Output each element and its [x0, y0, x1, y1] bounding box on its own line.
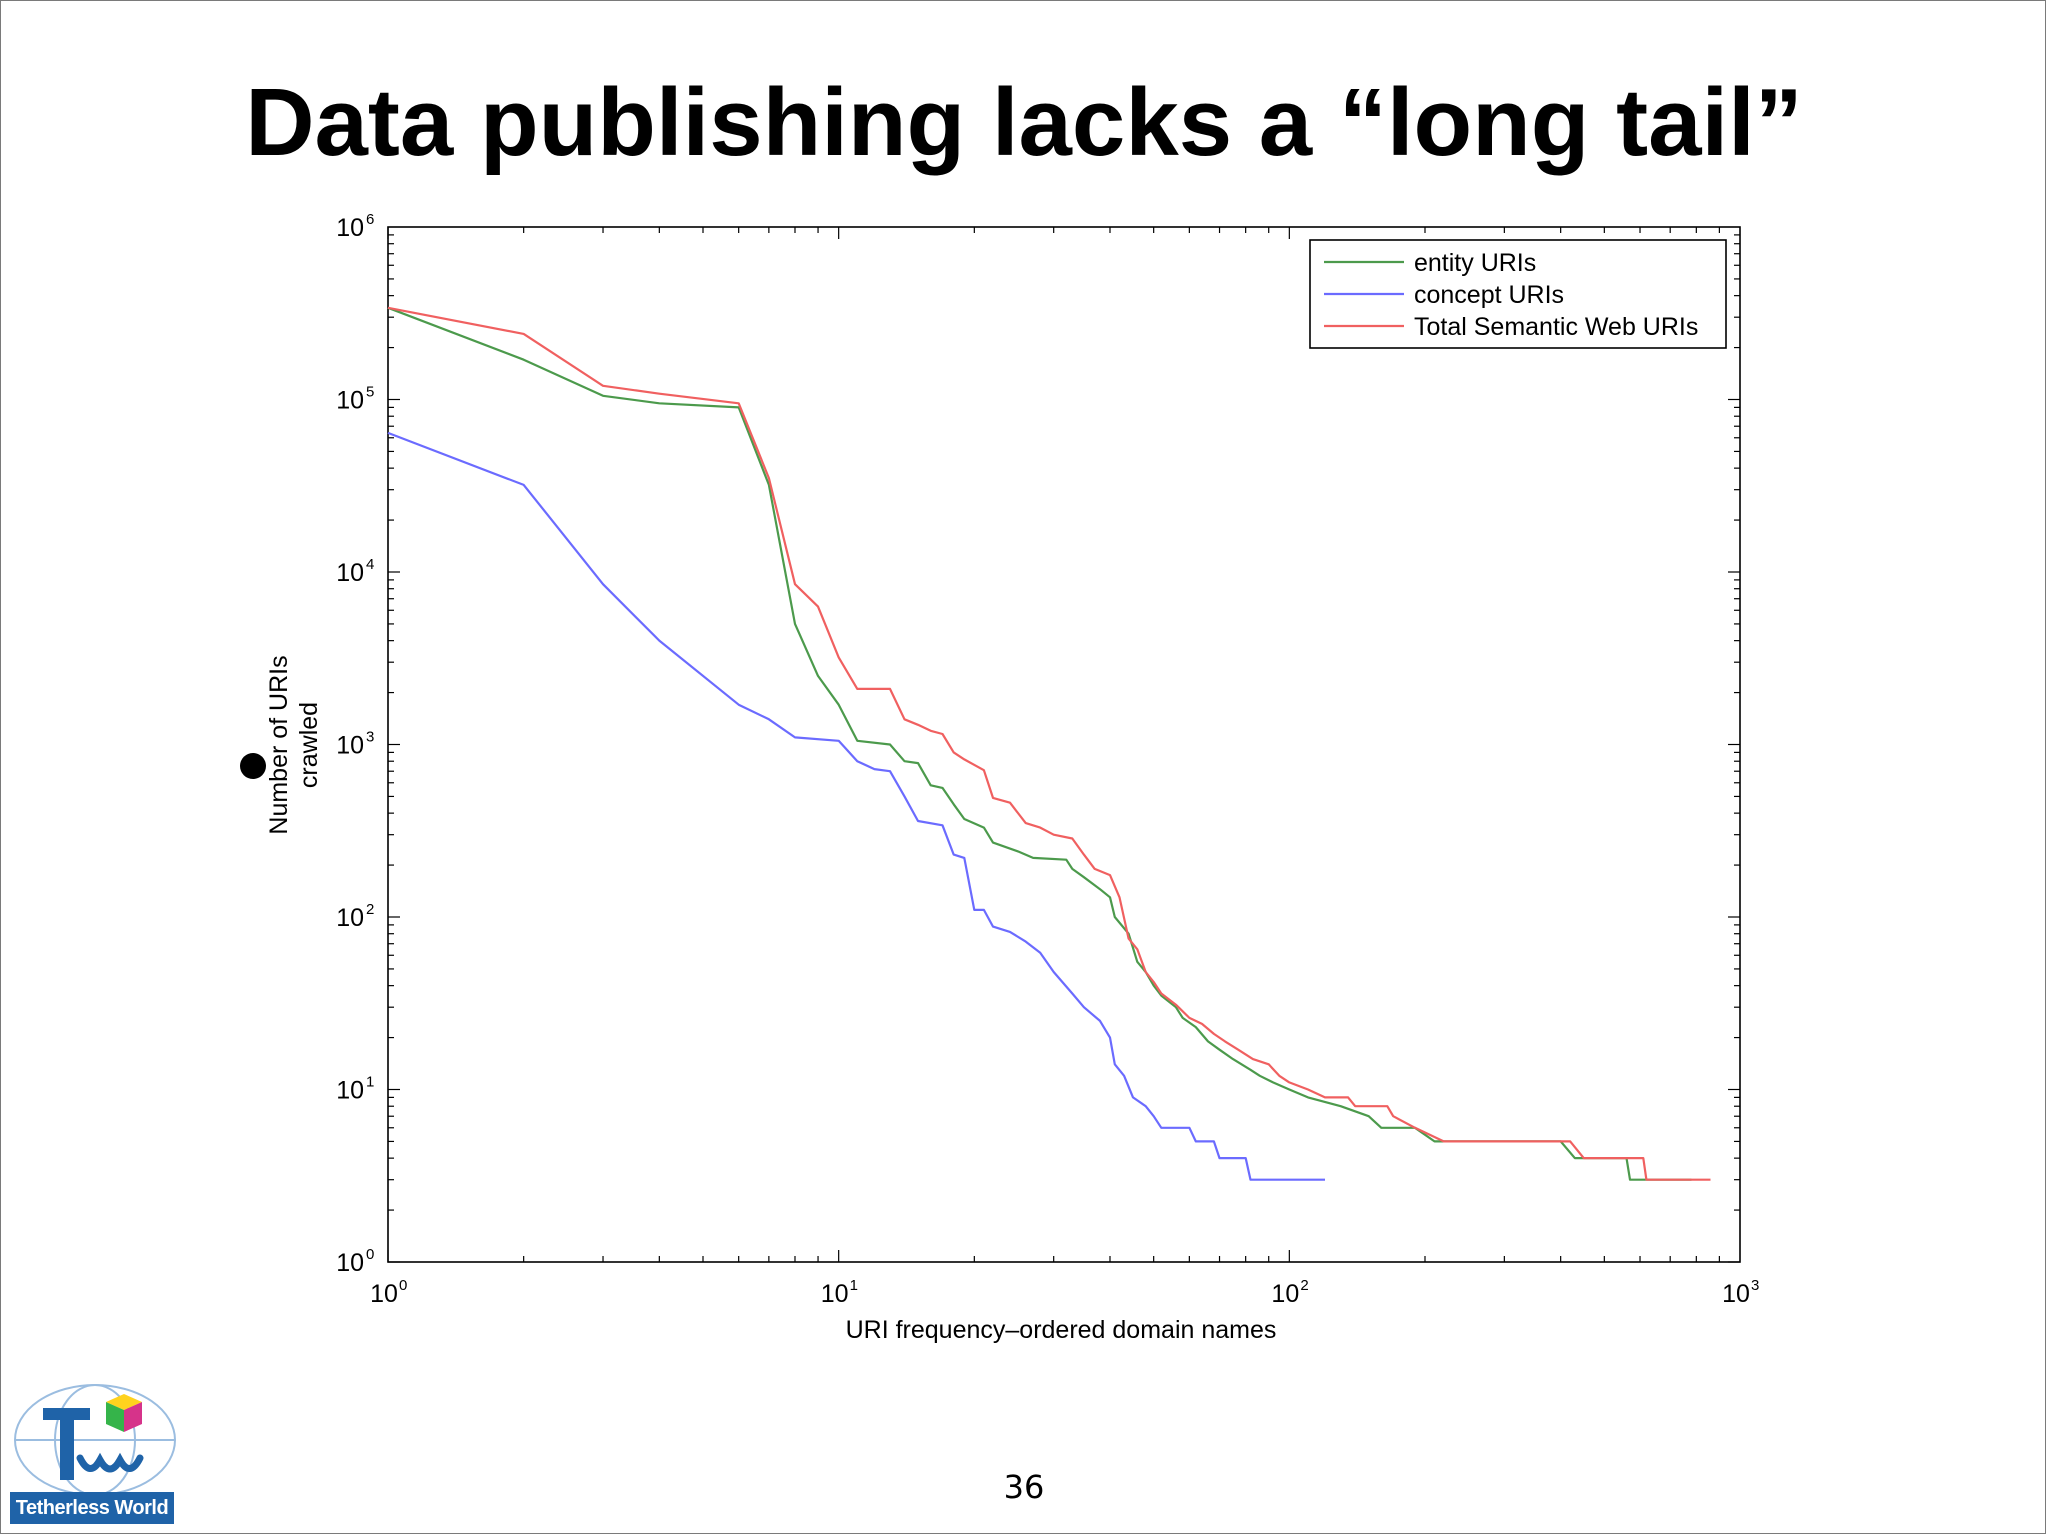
- y-tick-label-base: 10: [336, 559, 364, 587]
- series-line-3: [387, 306, 1711, 1181]
- x-tick-label-exp: 3: [1751, 1277, 1759, 1294]
- x-tick-label-exp: 0: [399, 1277, 407, 1294]
- x-tick-label-exp: 2: [1300, 1277, 1308, 1294]
- tick-labels: 10 0 10 1 10 2 10 310 010 110 210 310 410 510 6: [336, 211, 1759, 1308]
- y-tick-label-base: 10: [336, 1249, 364, 1277]
- y-tick-label: 10 4: [336, 556, 374, 587]
- x-tick-label: 10 3: [1722, 1277, 1759, 1308]
- y-axis-label-line-1: Number of URIs: [265, 655, 293, 834]
- y-tick-label: 10 0: [336, 1246, 374, 1277]
- tetherless-world-logo: [14, 1384, 176, 1496]
- bullet-dot: [240, 753, 266, 779]
- axis-ticks: [387, 227, 1740, 1263]
- x-tick-label-base: 10: [821, 1280, 849, 1308]
- y-axis-label-line-2: crawled: [295, 702, 323, 788]
- x-tick-label-base: 10: [370, 1280, 398, 1308]
- series-lines: [387, 306, 1711, 1181]
- legend-label: entity URIs: [1414, 249, 1536, 277]
- y-tick-label-base: 10: [336, 904, 364, 932]
- y-tick-label-exp: 4: [366, 556, 374, 573]
- x-tick-label-base: 10: [1271, 1280, 1299, 1308]
- series-line-1: [387, 306, 1692, 1181]
- y-tick-label: 10 5: [336, 384, 374, 415]
- page-number: 36: [1003, 1468, 1045, 1506]
- y-tick-label-base: 10: [336, 1077, 364, 1105]
- y-tick-label-exp: 0: [366, 1246, 374, 1263]
- y-tick-label: 10 1: [336, 1074, 374, 1105]
- x-tick-label-base: 10: [1722, 1280, 1750, 1308]
- slide-title: Data publishing lacks a “long tail”: [245, 69, 1803, 176]
- plot-box: [387, 226, 1741, 1263]
- chart-legend: entity URIs concept URIs Total Semantic We…: [1309, 239, 1727, 349]
- x-tick-label: 10 2: [1271, 1277, 1308, 1308]
- plot-area: [387, 226, 1741, 1263]
- y-tick-label-exp: 5: [366, 384, 374, 401]
- y-tick-label-base: 10: [336, 387, 364, 415]
- legend-label: concept URIs: [1414, 281, 1564, 309]
- y-tick-label: 10 2: [336, 901, 374, 932]
- legend-label: Total Semantic Web URIs: [1414, 313, 1698, 341]
- x-tick-label-exp: 1: [850, 1277, 858, 1294]
- series-line-2: [387, 431, 1325, 1181]
- y-tick-label-exp: 6: [366, 211, 374, 228]
- y-tick-label-base: 10: [336, 214, 364, 242]
- x-tick-label: 10 1: [821, 1277, 858, 1308]
- y-tick-label: 10 6: [336, 211, 374, 242]
- x-axis-label: URI frequency–ordered domain names: [846, 1316, 1277, 1344]
- x-tick-label: 10 0: [370, 1277, 407, 1308]
- y-tick-label-exp: 1: [366, 1074, 374, 1091]
- y-tick-label-exp: 2: [366, 901, 374, 918]
- y-axis-label: Number of URIs crawled: [265, 655, 323, 834]
- logo-caption: Tetherless World: [10, 1492, 174, 1524]
- y-tick-label: 10 3: [336, 729, 374, 760]
- y-tick-label-base: 10: [336, 732, 364, 760]
- y-tick-label-exp: 3: [366, 729, 374, 746]
